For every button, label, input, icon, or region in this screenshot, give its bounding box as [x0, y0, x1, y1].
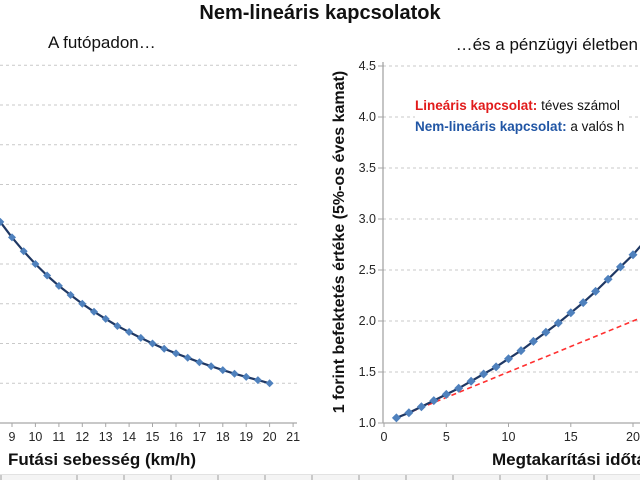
svg-text:1.0: 1.0	[359, 416, 376, 430]
left-x-axis-label: Futási sebesség (km/h)	[7, 450, 196, 469]
svg-text:1.5: 1.5	[359, 365, 376, 379]
svg-text:3.5: 3.5	[359, 161, 376, 175]
svg-text:2.5: 2.5	[359, 263, 376, 277]
cropped-table-strip	[0, 474, 640, 480]
legend-nonlinear-text: a valós h	[566, 119, 625, 134]
legend-nonlinear-label: Nem-lineáris kapcsolat:	[415, 119, 567, 134]
svg-text:4.5: 4.5	[359, 59, 376, 73]
legend: Lineáris kapcsolat: téves számol Nem-lin…	[415, 95, 627, 137]
svg-text:3.0: 3.0	[359, 212, 376, 226]
svg-text:10: 10	[28, 430, 42, 444]
svg-text:20: 20	[626, 430, 640, 444]
svg-text:11: 11	[52, 430, 65, 444]
right-chart-title: …és a pénzügyi életben	[455, 35, 638, 54]
right-x-axis-label: Megtakarítási időtáv (	[492, 450, 640, 469]
svg-text:21: 21	[286, 430, 300, 444]
svg-text:13: 13	[99, 430, 113, 444]
svg-text:2.0: 2.0	[359, 314, 376, 328]
svg-text:0: 0	[381, 430, 388, 444]
right-y-axis-label: 1 forint befektetés értéke (5%-os éves k…	[331, 70, 348, 414]
svg-text:18: 18	[216, 430, 230, 444]
svg-text:19: 19	[239, 430, 253, 444]
legend-item-nonlinear: Nem-lineáris kapcsolat: a valós h	[415, 116, 624, 137]
page-title: Nem-lineáris kapcsolatok	[199, 2, 441, 24]
svg-text:9: 9	[9, 430, 16, 444]
svg-text:4.0: 4.0	[359, 110, 376, 124]
svg-text:15: 15	[564, 430, 578, 444]
legend-item-linear: Lineáris kapcsolat: téves számol	[415, 95, 624, 116]
legend-linear-text: téves számol	[537, 98, 620, 113]
svg-text:12: 12	[75, 430, 89, 444]
svg-text:15: 15	[146, 430, 160, 444]
left-chart-title: A futópadon…	[48, 33, 156, 52]
svg-text:10: 10	[502, 430, 516, 444]
svg-text:20: 20	[263, 430, 277, 444]
svg-text:17: 17	[192, 430, 206, 444]
svg-text:16: 16	[169, 430, 183, 444]
svg-text:5: 5	[443, 430, 450, 444]
legend-linear-label: Lineáris kapcsolat:	[415, 98, 538, 113]
svg-text:14: 14	[122, 430, 136, 444]
